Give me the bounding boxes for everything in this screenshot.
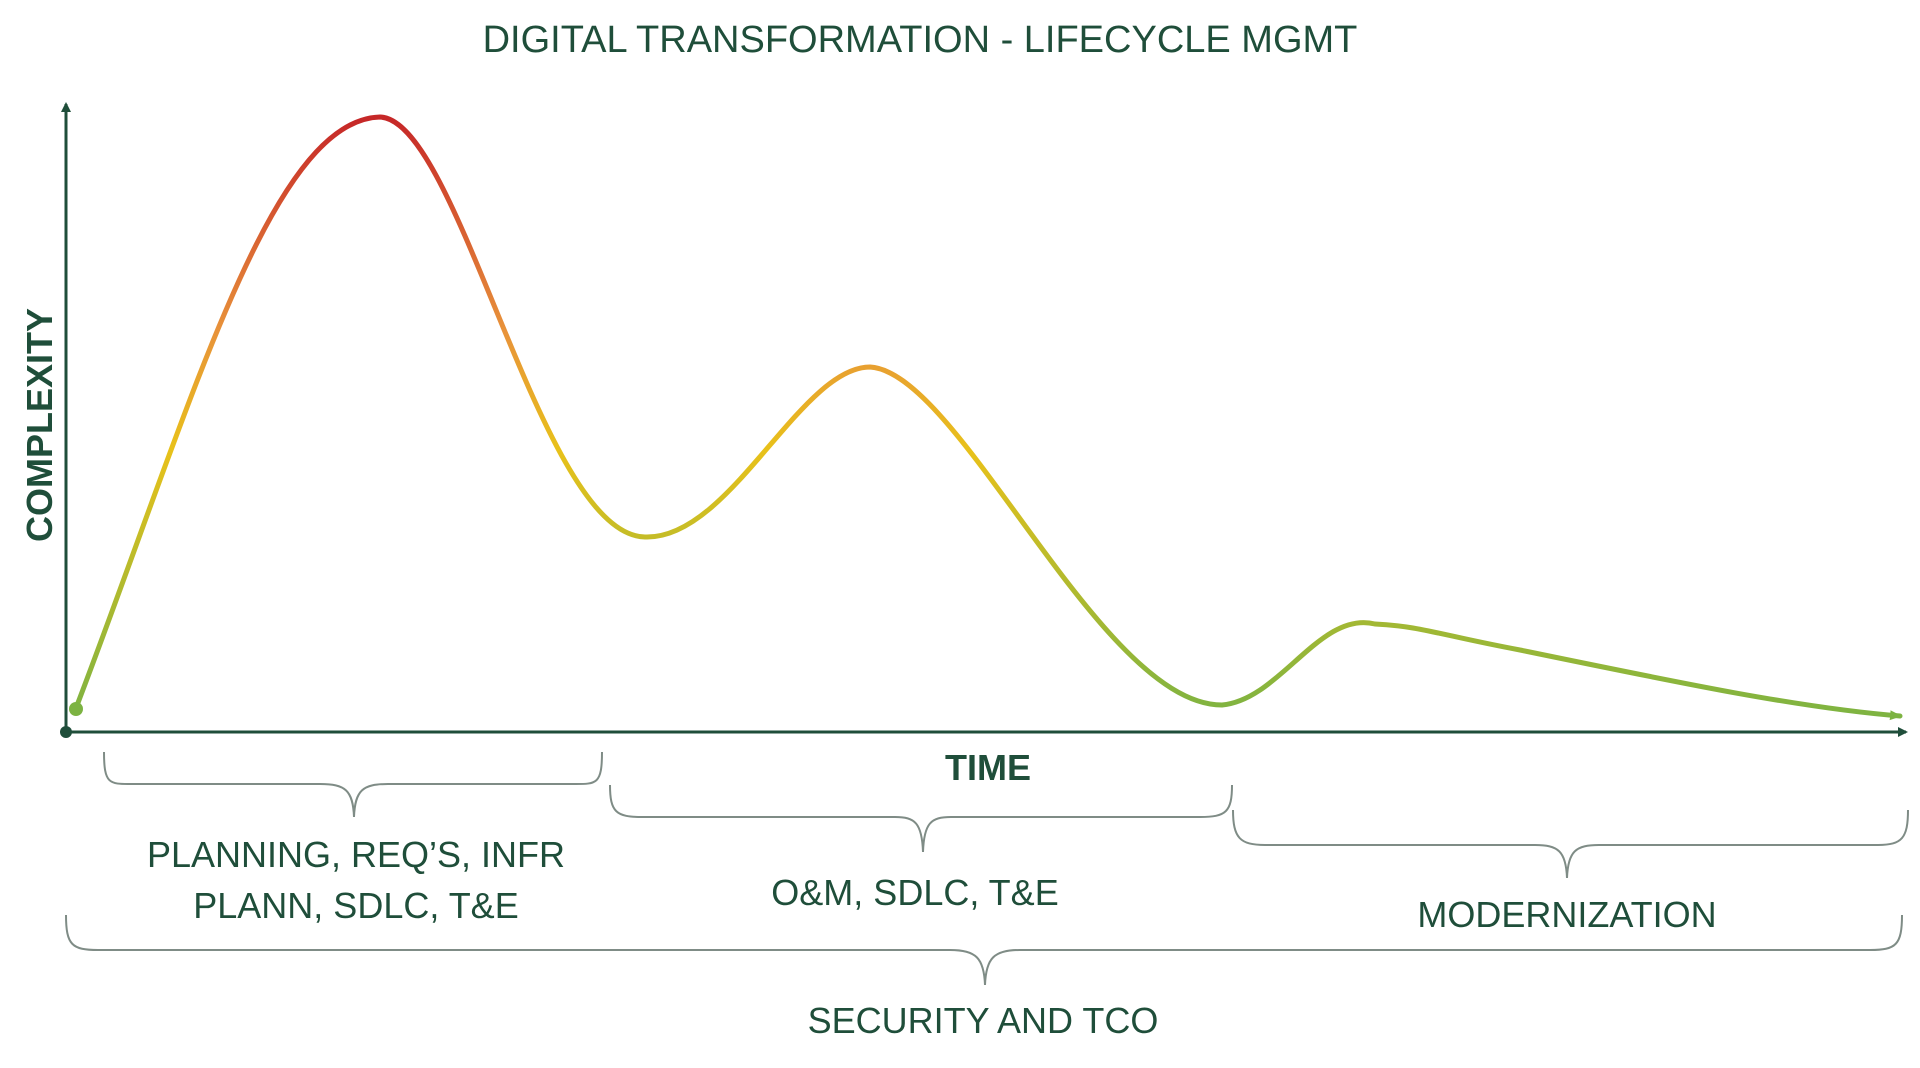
- curve-start-dot: [69, 702, 83, 716]
- om-label: O&M, SDLC, T&E: [771, 872, 1058, 913]
- diagram-title: DIGITAL TRANSFORMATION - LIFECYCLE MGMT: [483, 19, 1358, 61]
- complexity-curve: [73, 114, 1903, 721]
- om-brace: [609, 784, 1233, 853]
- planning-label-line-1: PLANNING, REQ’S, INFR: [147, 834, 565, 875]
- planning-brace: [103, 751, 603, 818]
- modernization-brace: [1232, 809, 1909, 879]
- axis-origin-dot: [60, 726, 72, 738]
- planning-label-line-2: PLANN, SDLC, T&E: [193, 885, 518, 926]
- overall-brace: [65, 914, 1903, 986]
- y-axis-label: COMPLEXITY: [19, 308, 60, 542]
- modernization-label: MODERNIZATION: [1417, 894, 1716, 935]
- overall-label: SECURITY AND TCO: [808, 1000, 1159, 1041]
- x-axis-label: TIME: [945, 747, 1031, 788]
